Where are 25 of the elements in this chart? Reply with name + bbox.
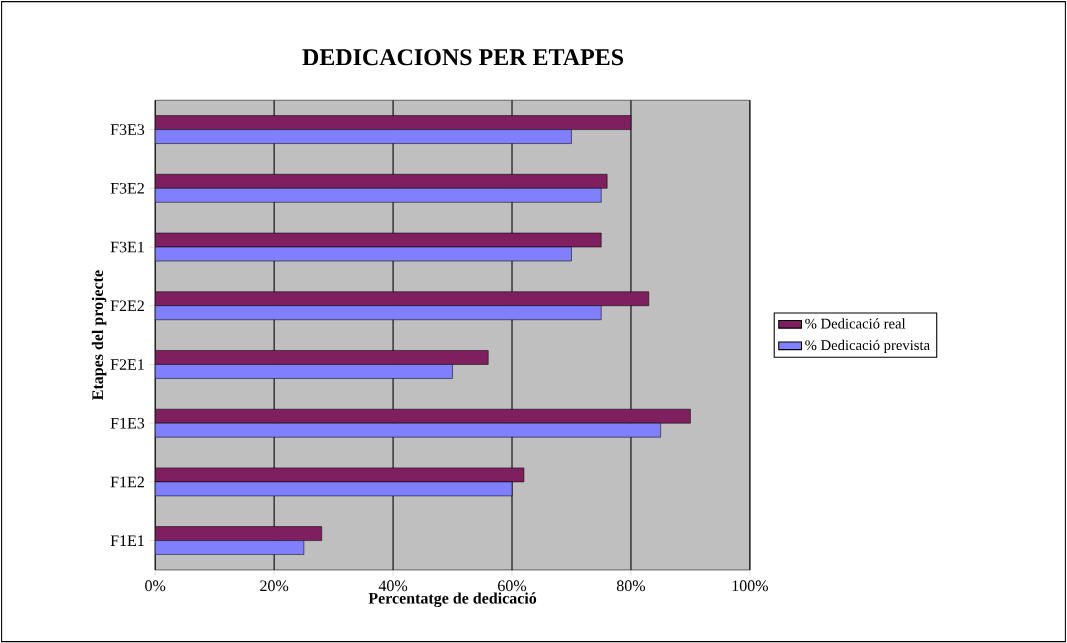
bar <box>155 364 453 379</box>
bar <box>155 187 602 203</box>
y-tick-label: F2E1 <box>110 359 144 370</box>
y-tick-label: F1E2 <box>110 476 144 488</box>
y-tick-label: F3E3 <box>110 124 145 135</box>
y-tick-label: F1E3 <box>110 417 145 429</box>
x-tick-label: 20% <box>260 580 289 592</box>
x-tick-label: 60% <box>498 580 527 592</box>
chart-title: DEDICACIONS PER ETAPES <box>302 49 624 66</box>
y-tick-label: F3E2 <box>110 182 144 194</box>
bar <box>155 540 305 555</box>
x-tick-label: 80% <box>616 580 646 592</box>
x-axis-title: Percentatge de dedicació <box>368 592 537 607</box>
y-tick-label: F1E1 <box>110 535 144 546</box>
x-tick-label: 40% <box>378 580 408 592</box>
y-tick-label: F3E1 <box>110 241 144 253</box>
x-tick-label: 0% <box>145 580 166 592</box>
bar <box>155 422 661 438</box>
bar <box>155 129 572 144</box>
x-tick-label: 100% <box>732 580 768 592</box>
bar <box>155 305 602 320</box>
legend-label: % Dedicació real <box>805 318 906 329</box>
legend-label: % Dedicació prevista <box>805 339 930 353</box>
y-axis-title: Etapes del projecte <box>91 270 107 400</box>
y-tick-label: F2E2 <box>110 300 144 311</box>
